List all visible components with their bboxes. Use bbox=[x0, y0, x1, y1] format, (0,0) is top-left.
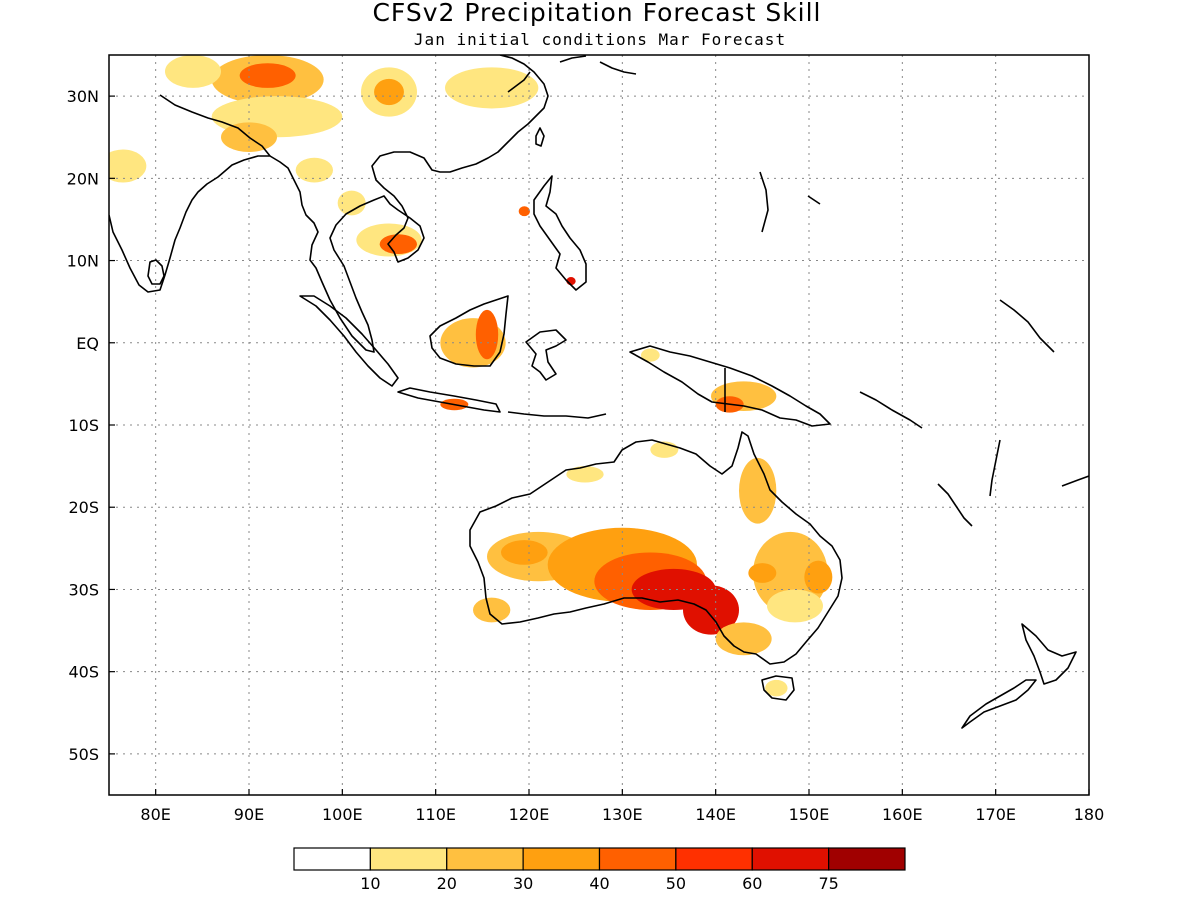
skill-region bbox=[641, 348, 660, 362]
colorbar-swatch bbox=[598, 847, 677, 871]
coastline-australia bbox=[469, 431, 843, 665]
skill-region bbox=[379, 234, 418, 254]
colorbar-label: 30 bbox=[513, 874, 533, 893]
colorbar-label: 40 bbox=[589, 874, 609, 893]
figure-title: CFSv2 Precipitation Forecast Skill bbox=[372, 0, 821, 27]
lat-tick-label: 20N bbox=[67, 169, 99, 188]
skill-region bbox=[804, 560, 833, 594]
lon-tick-label: 140E bbox=[695, 805, 736, 824]
lon-tick-label: 120E bbox=[509, 805, 550, 824]
lat-tick-label: 30N bbox=[67, 87, 99, 106]
skill-region bbox=[374, 78, 404, 106]
coastline-japan-korea bbox=[507, 55, 637, 93]
coastline-tasmania bbox=[761, 675, 795, 701]
colorbar-swatch bbox=[751, 847, 830, 871]
coastline-java bbox=[397, 387, 501, 413]
coastline-sri-lanka bbox=[147, 259, 165, 285]
coastline-new-zealand-north bbox=[1021, 623, 1077, 685]
coastline-borneo bbox=[429, 295, 509, 367]
colorbar-label: 50 bbox=[666, 874, 686, 893]
lat-tick-label: 20S bbox=[68, 498, 99, 517]
lon-tick-label: 100E bbox=[322, 805, 363, 824]
coastline-asia bbox=[109, 55, 549, 353]
coastline-micronesia bbox=[759, 171, 1055, 353]
colorbar-swatch bbox=[293, 847, 371, 871]
coastline-new-guinea bbox=[629, 345, 831, 427]
colorbar-swatch bbox=[369, 847, 448, 871]
skill-region bbox=[500, 540, 548, 565]
skill-region bbox=[165, 55, 221, 88]
skill-region bbox=[518, 206, 530, 217]
coastline-philippines bbox=[533, 175, 587, 291]
coastline-sulawesi bbox=[525, 329, 567, 381]
lon-tick-label: 110E bbox=[415, 805, 456, 824]
skill-region bbox=[473, 597, 511, 623]
skill-shading bbox=[109, 55, 833, 697]
lon-tick-label: 160E bbox=[882, 805, 923, 824]
lat-tick-label: 10N bbox=[67, 252, 99, 271]
colorbar-label: 75 bbox=[818, 874, 838, 893]
lon-tick-label: 130E bbox=[602, 805, 643, 824]
skill-region bbox=[566, 466, 604, 483]
graticule bbox=[109, 55, 1089, 795]
colorbar: 10 20 30 40 50 60 75 bbox=[293, 847, 906, 893]
map-panel: 80E 90E 100E 110E 120E 130E 140E 150E 160E 170E 18… bbox=[67, 54, 1105, 824]
skill-region bbox=[683, 585, 739, 635]
skill-region bbox=[295, 157, 334, 183]
lat-tick-label: 30S bbox=[68, 580, 99, 599]
skill-region bbox=[337, 190, 366, 216]
coastline-sumatra bbox=[299, 295, 399, 387]
figure-subtitle: Jan initial conditions Mar Forecast bbox=[414, 30, 786, 49]
coastline-lesser-sunda bbox=[507, 411, 607, 419]
lat-tick-label: EQ bbox=[76, 334, 99, 353]
lon-tick-label: 80E bbox=[140, 805, 170, 824]
coastline-himalaya-border bbox=[159, 94, 271, 157]
colorbar-swatch bbox=[828, 847, 906, 871]
lon-tick-label: 150E bbox=[789, 805, 830, 824]
lat-tick-label: 10S bbox=[68, 416, 99, 435]
colorbar-label: 20 bbox=[437, 874, 457, 893]
skill-region bbox=[767, 589, 823, 623]
skill-region bbox=[715, 622, 772, 656]
lat-tick-label: 50S bbox=[68, 745, 99, 764]
coastlines bbox=[109, 55, 1089, 729]
skill-region bbox=[748, 563, 777, 583]
axis-ticks: 80E 90E 100E 110E 120E 130E 140E 150E 160E 170E 18… bbox=[67, 87, 1105, 824]
colorbar-swatch bbox=[522, 847, 601, 871]
skill-region bbox=[445, 67, 539, 109]
coastline-new-zealand-south bbox=[961, 679, 1037, 729]
lon-tick-label: 180 bbox=[1074, 805, 1105, 824]
colorbar-label: 10 bbox=[360, 874, 380, 893]
skill-region bbox=[765, 679, 788, 697]
colorbar-label: 60 bbox=[742, 874, 762, 893]
skill-region bbox=[475, 309, 499, 360]
skill-region bbox=[109, 149, 147, 183]
colorbar-swatch bbox=[446, 847, 524, 871]
coastline-solomon-vanuatu bbox=[859, 391, 1089, 527]
lon-tick-label: 170E bbox=[975, 805, 1016, 824]
colorbar-swatch bbox=[675, 847, 753, 871]
coastline-taiwan bbox=[535, 127, 545, 147]
skill-region bbox=[239, 63, 296, 88]
lat-tick-label: 40S bbox=[68, 663, 99, 682]
lon-tick-label: 90E bbox=[234, 805, 264, 824]
